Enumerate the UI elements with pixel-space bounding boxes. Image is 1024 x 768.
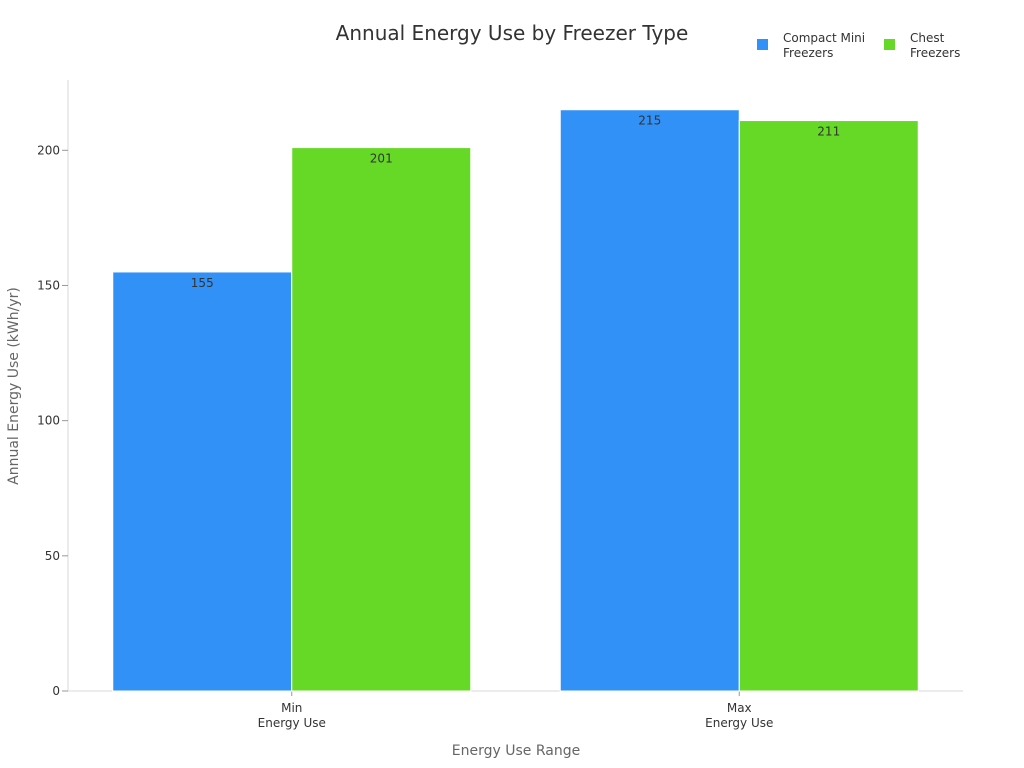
y-tick-label: 150 — [37, 278, 60, 292]
bar-value-label: 201 — [370, 152, 393, 166]
bar — [738, 120, 919, 692]
data-labels: 155 201 215 211 — [191, 114, 840, 290]
chart-title: Annual Energy Use by Freezer Type — [336, 21, 689, 45]
bar-value-label: 155 — [191, 276, 214, 290]
y-tick-label: 0 — [52, 684, 60, 698]
y-tick-label: 100 — [37, 414, 60, 428]
legend-swatch — [884, 39, 895, 50]
y-axis-title: Annual Energy Use (kWh/yr) — [6, 287, 22, 485]
bar — [112, 271, 293, 692]
legend-swatch — [757, 39, 768, 50]
legend-label: Chest Freezers — [910, 31, 960, 60]
bar — [559, 109, 740, 692]
y-tick-label: 200 — [37, 143, 60, 157]
bars — [112, 109, 919, 692]
bar-value-label: 211 — [817, 125, 840, 139]
x-axis-title: Energy Use Range — [452, 743, 580, 759]
legend: Compact Mini Freezers Chest Freezers — [757, 31, 960, 60]
x-tick-label: Max Energy Use — [705, 701, 773, 730]
x-tick-label: Min Energy Use — [258, 701, 326, 730]
bar-value-label: 215 — [638, 114, 661, 128]
bar — [291, 147, 472, 692]
legend-label: Compact Mini Freezers — [783, 31, 865, 60]
axes: 0 50 100 150 200 Min Energy Use Max Energy Use — [37, 80, 963, 730]
y-tick-label: 50 — [45, 549, 60, 563]
